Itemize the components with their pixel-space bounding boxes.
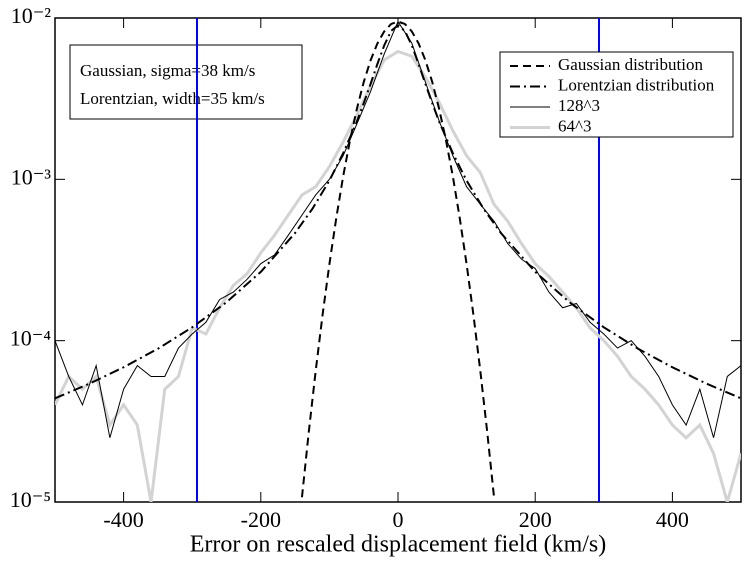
x-tick-label: 0 [393, 507, 404, 532]
series-line [300, 20, 496, 498]
x-tick-label: -400 [103, 507, 143, 532]
annotation: Lorentzian, width=35 km/s [80, 89, 265, 108]
legend-label: Gaussian distribution [558, 55, 703, 74]
x-tick-label: 400 [656, 507, 689, 532]
legend-label: 64^3 [558, 116, 591, 135]
y-tick-label: 10⁻³ [11, 164, 52, 189]
x-tick-label: 200 [519, 507, 552, 532]
annotation-box [69, 44, 303, 120]
y-tick-label: 10⁻⁵ [10, 487, 51, 512]
series-line [55, 20, 741, 438]
series-line [55, 24, 741, 400]
y-tick-label: 10⁻² [11, 3, 52, 28]
x-tick-label: -200 [241, 507, 281, 532]
legend-label: Lorentzian distribution [558, 75, 715, 94]
annotation: Gaussian, sigma=38 km/s [80, 61, 255, 80]
x-axis-label: Error on rescaled displacement field (km… [190, 532, 607, 558]
series-line [55, 49, 741, 502]
legend-label: 128^3 [558, 96, 600, 115]
y-tick-label: 10⁻⁴ [10, 326, 52, 351]
